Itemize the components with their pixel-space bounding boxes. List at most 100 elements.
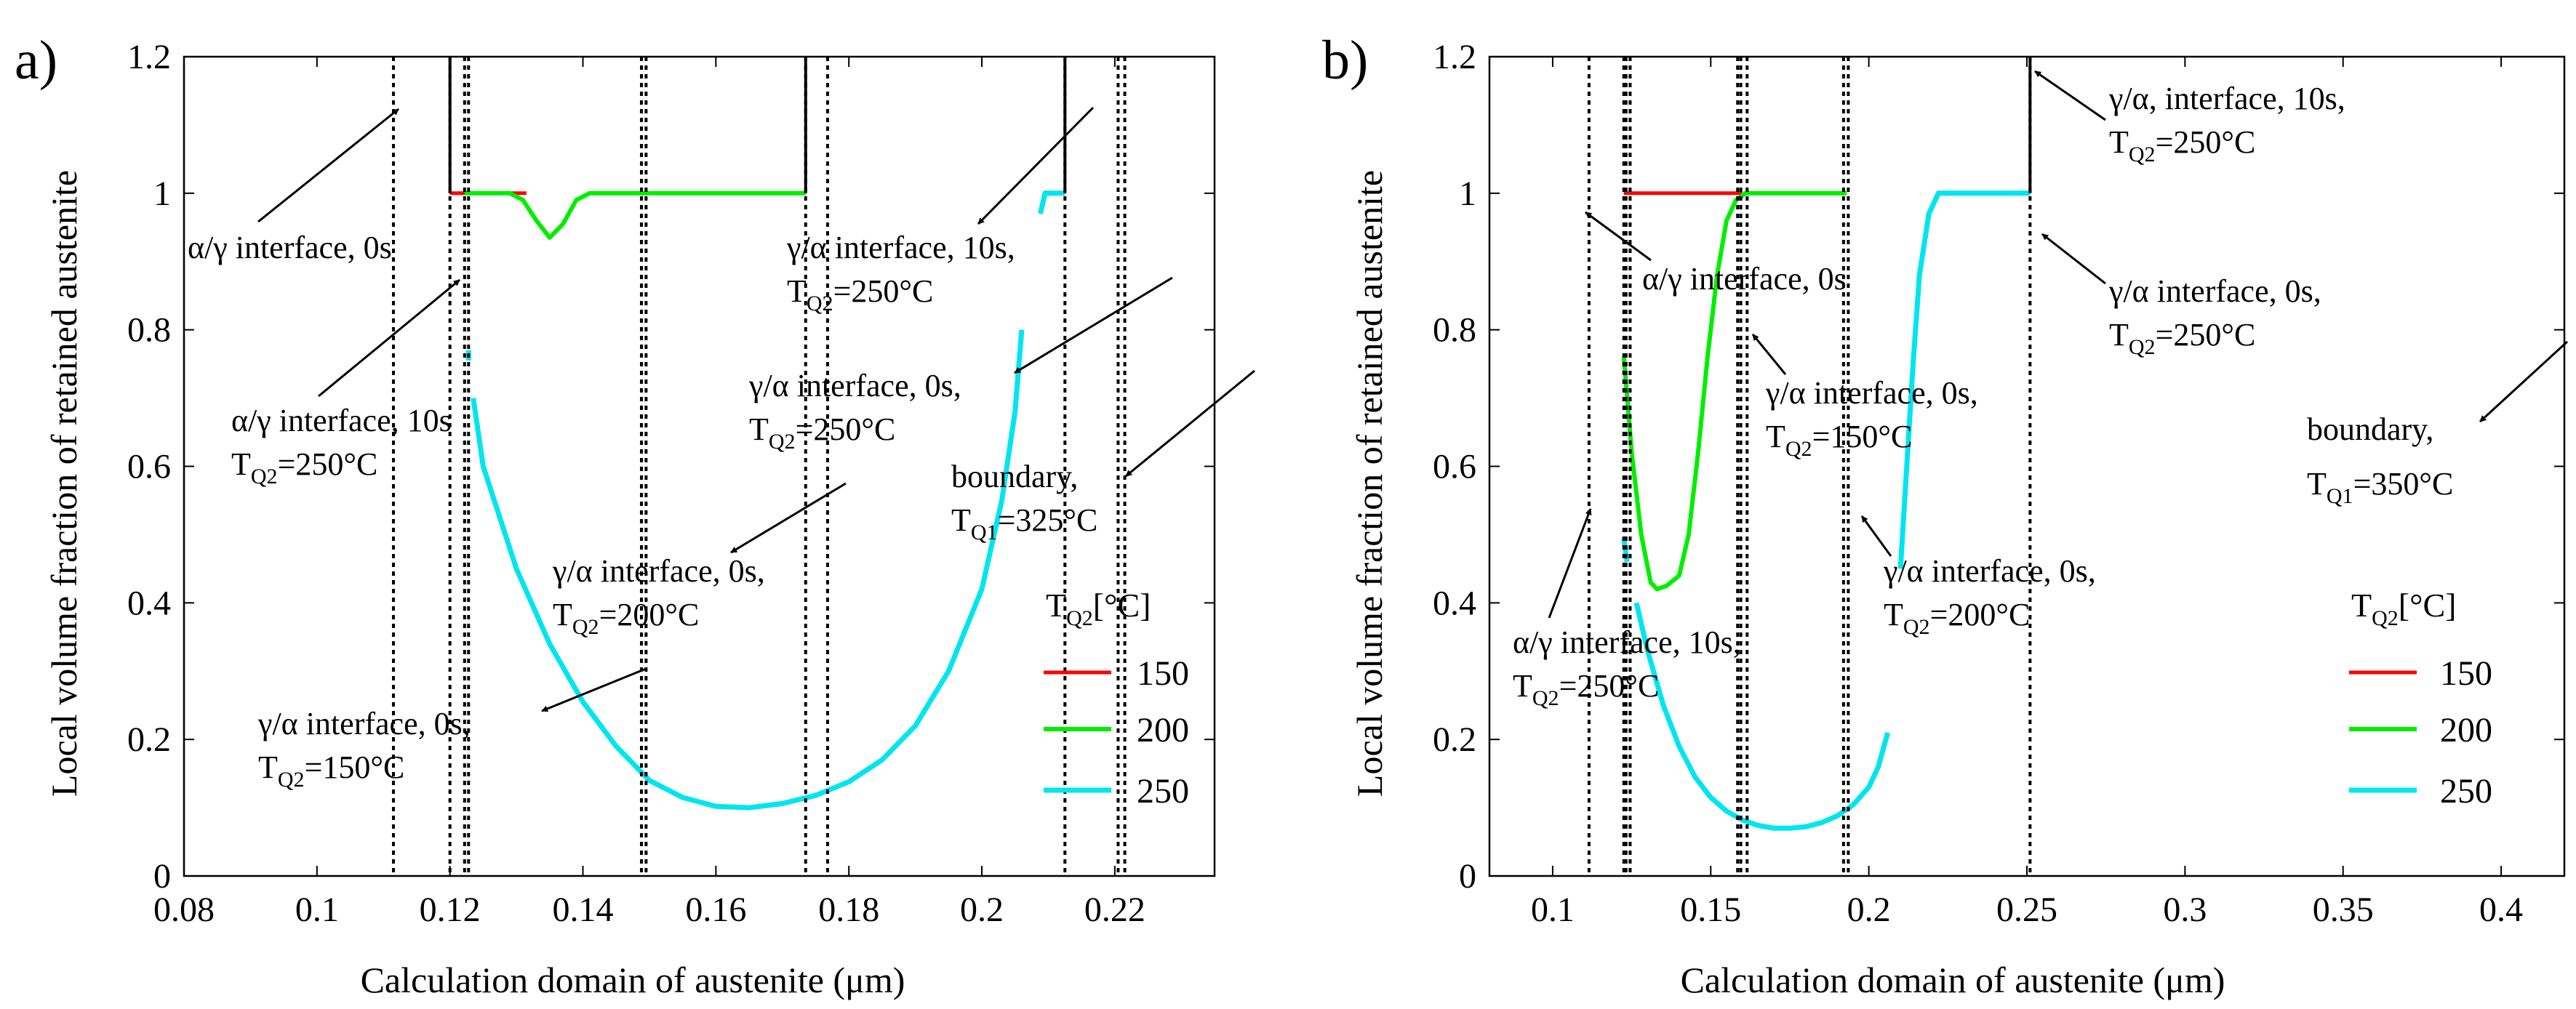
- panel-b-label: b): [1322, 30, 1368, 91]
- annotation-condition: TQ2=250°C: [749, 411, 895, 454]
- panel-a-x-axis-label: Calculation domain of austenite (μm): [361, 960, 905, 1000]
- series-250-segment-3: [1897, 190, 2031, 569]
- annotation-arrow: [541, 667, 647, 712]
- x-tick-label: 0.1: [1531, 891, 1575, 929]
- annotation-condition: TQ2=150°C: [258, 749, 404, 792]
- panel-b-annotation-2: α/γ interface, 0s: [1585, 211, 1847, 297]
- x-tick-label: 0.2: [1847, 891, 1891, 929]
- x-tick-label: 0.18: [818, 891, 879, 929]
- y-tick-label: 1.2: [127, 38, 171, 76]
- y-tick-label: 0.8: [1433, 311, 1476, 350]
- x-tick-label: 0.12: [420, 891, 481, 929]
- annotation-condition: TQ2=200°C: [1884, 597, 2030, 639]
- panel-a-series: [449, 190, 1065, 811]
- annotation-text: γ/α interface, 0s,: [2108, 273, 2321, 309]
- annotation-text: α/γ interface, 10s,: [1513, 624, 1741, 660]
- y-tick-label: 0: [1459, 857, 1476, 896]
- panel-b-annotation-4: γ/α interface, 0s, TQ2=150°C: [1751, 334, 1978, 461]
- annotation-condition: TQ2=250°C: [2109, 317, 2255, 359]
- series-200-segment-1: [1621, 190, 1847, 592]
- x-tick-label: 0.25: [1996, 891, 2057, 929]
- annotation-condition: TQ2=250°C: [787, 273, 933, 315]
- panel-a-annotation-3: γ/α interface, 10s, TQ2=250°C: [786, 106, 1095, 315]
- annotation-arrow: [1585, 211, 1652, 262]
- annotation-arrow: [1014, 276, 1173, 374]
- series-250-segment-2: [1633, 602, 1891, 831]
- annotation-condition: TQ1=325°C: [951, 502, 1097, 544]
- legend-title: TQ2[°C]: [1046, 587, 1151, 630]
- panel-a-interface-lines: [391, 57, 1127, 876]
- annotation-text: γ/α interface, 0s,: [1765, 375, 1978, 411]
- annotation-text: γ/α interface, 0s,: [552, 553, 765, 589]
- panel-a-ticks: 0.08 0.1 0.12 0.14 0.16 0.18 0.2 0.22 0 0.2 0.4 0.6…: [127, 38, 1215, 929]
- x-tick-label: 0.15: [1680, 891, 1741, 929]
- x-tick-label: 0.1: [295, 891, 339, 929]
- y-tick-label: 0.4: [127, 584, 171, 622]
- x-tick-label: 0.35: [2313, 891, 2374, 929]
- annotation-condition: TQ1=350°C: [2307, 466, 2453, 508]
- y-tick-label: 0: [153, 857, 171, 896]
- panel-b-ticks: 0.1 0.15 0.2 0.25 0.3 0.35 0.4 0 0.2 0.4 0.6 0.8 1 1.…: [1433, 38, 2564, 929]
- annotation-text: γ/α interface, 10s,: [786, 230, 1015, 265]
- y-tick-label: 1: [153, 174, 171, 213]
- annotation-condition: TQ2=250°C: [231, 446, 377, 489]
- x-tick-label: 0.3: [2163, 891, 2207, 929]
- annotation-arrow: [2479, 340, 2569, 423]
- panel-b-annotation-1: γ/α, interface, 10s, TQ2=250°C: [2034, 70, 2345, 166]
- series-250-segment-3: [1038, 190, 1065, 214]
- panel-b-x-axis-label: Calculation domain of austenite (μm): [1681, 960, 2225, 1000]
- panel-b-annotation-3: γ/α interface, 0s, TQ2=250°C: [2041, 233, 2321, 359]
- y-tick-label: 0.2: [127, 720, 171, 759]
- y-tick-label: 1: [1459, 174, 1476, 213]
- panel-b-annotation-7: α/γ interface, 10s, TQ2=250°C: [1513, 508, 1741, 710]
- panel-a-annotation-7: γ/α interface, 0s, TQ2=150°C: [257, 667, 647, 792]
- annotation-arrow: [1751, 334, 1787, 375]
- annotation-arrow: [257, 108, 399, 223]
- legend-title: TQ2[°C]: [2351, 587, 2457, 630]
- annotation-text: boundary,: [2307, 411, 2433, 447]
- panel-a: a) Local volume fraction of retained aus…: [15, 30, 1255, 1000]
- legend-label-150: 150: [2440, 654, 2492, 693]
- panel-a-legend: TQ2[°C] 150 200 250: [1044, 587, 1189, 811]
- annotation-condition: TQ2=150°C: [1766, 419, 1912, 461]
- annotation-arrow: [318, 278, 460, 398]
- panel-a-annotation-4: γ/α interface, 0s, TQ2=250°C: [748, 276, 1173, 454]
- panel-b-annotation-6: γ/α interface, 0s, TQ2=200°C: [1860, 515, 2096, 639]
- x-tick-label: 0.2: [960, 891, 1004, 929]
- legend-label-200: 200: [1137, 711, 1189, 749]
- y-tick-label: 0.8: [127, 311, 171, 350]
- panel-a-y-axis-label: Local volume fraction of retained austen…: [44, 170, 84, 797]
- y-tick-label: 0.4: [1433, 584, 1476, 622]
- panel-a-label: a): [15, 30, 57, 91]
- annotation-text: γ/α interface, 0s,: [748, 368, 961, 403]
- annotation-text: α/γ interface, 10s: [231, 403, 452, 438]
- panel-b: b) Local volume fraction of retained aus…: [1322, 30, 2569, 1000]
- annotation-arrow: [2041, 233, 2106, 285]
- legend-label-150: 150: [1137, 654, 1189, 693]
- x-tick-label: 0.22: [1084, 891, 1145, 929]
- panel-a-annotation-1: α/γ interface, 0s: [188, 108, 399, 265]
- annotation-text: γ/α interface, 0s,: [1883, 553, 2096, 589]
- annotation-condition: TQ2=250°C: [2109, 124, 2255, 166]
- annotation-condition: TQ2=200°C: [553, 597, 699, 639]
- y-tick-label: 0.6: [1433, 448, 1476, 486]
- panel-b-y-axis-label: Local volume fraction of retained austen…: [1349, 170, 1390, 797]
- annotation-arrow: [977, 106, 1095, 225]
- x-tick-label: 0.08: [153, 891, 215, 929]
- annotation-arrow: [1125, 369, 1255, 478]
- legend-label-200: 200: [2440, 711, 2492, 749]
- series-250-segment-2: [471, 329, 1025, 811]
- annotation-arrow: [1548, 508, 1592, 619]
- annotation-text: γ/α, interface, 10s,: [2108, 81, 2345, 116]
- panel-a-annotation-2: α/γ interface, 10s TQ2=250°C: [231, 278, 460, 489]
- series-250-segment-1: [1621, 537, 1630, 563]
- series-200-segment-1: [464, 190, 806, 240]
- panel-b-legend: TQ2[°C] 150 200 250: [2349, 587, 2492, 811]
- legend-label-250: 250: [1137, 772, 1189, 811]
- panel-a-annotation-5: boundary, TQ1=325°C: [951, 369, 1255, 544]
- annotation-arrow: [1860, 515, 1892, 557]
- annotation-condition: TQ2=250°C: [1513, 668, 1659, 710]
- annotation-text: boundary,: [951, 459, 1078, 494]
